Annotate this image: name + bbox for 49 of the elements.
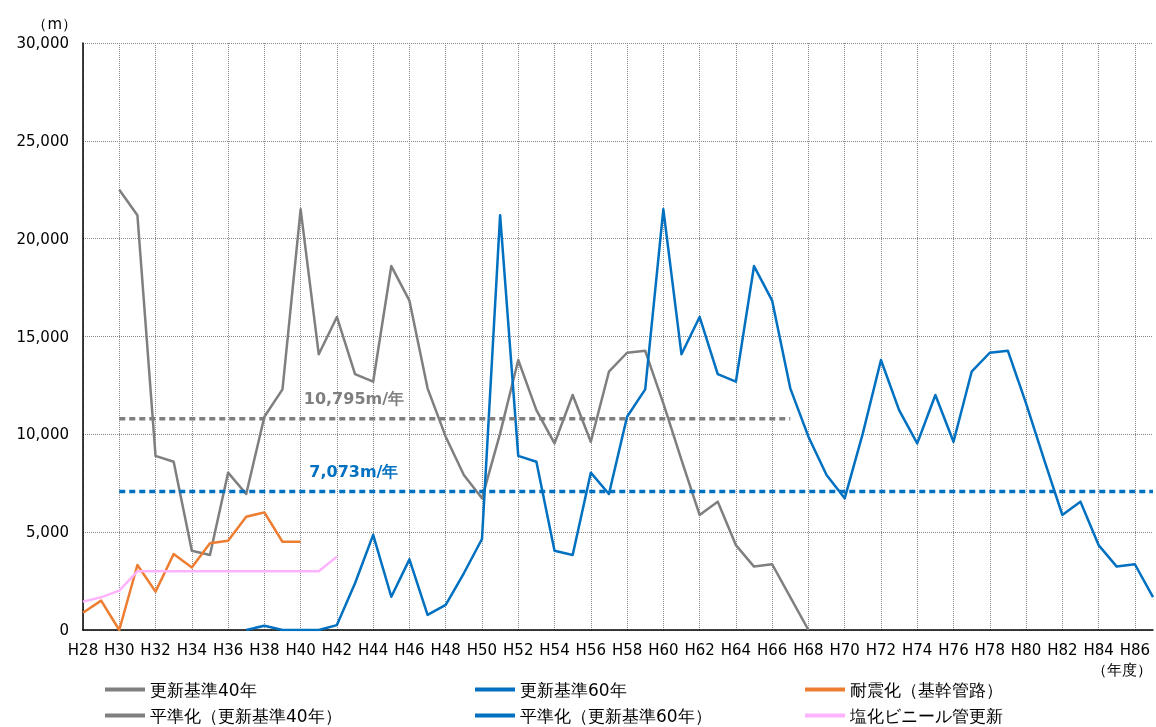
y-tick-label: 15,000 xyxy=(16,327,69,346)
x-tick-label: H44 xyxy=(357,640,389,659)
x-tick-label: H30 xyxy=(104,640,135,659)
x-tick-label: H72 xyxy=(865,640,897,659)
legend-label: 平準化（更新基準60年） xyxy=(520,705,712,726)
annotation: 7,073m/年 xyxy=(309,462,399,482)
line-series xyxy=(81,555,339,603)
x-axis-title: （年度） xyxy=(1092,660,1152,679)
legend-label: 更新基準40年 xyxy=(150,679,257,700)
legend-label: 平準化（更新基準40年） xyxy=(150,705,342,726)
x-tick-label: H86 xyxy=(1119,640,1151,659)
line-series xyxy=(81,511,302,632)
y-tick-label: 30,000 xyxy=(16,34,69,52)
x-tick-label: H76 xyxy=(938,640,969,659)
x-tick-label: H50 xyxy=(466,640,498,659)
x-tick-label: H62 xyxy=(684,640,715,659)
x-tick-label: H48 xyxy=(430,640,461,659)
x-tick-label: H56 xyxy=(575,640,606,659)
x-tick-label: H66 xyxy=(756,640,788,659)
x-tick-label: H70 xyxy=(829,640,860,659)
y-tick-label: 25,000 xyxy=(16,131,69,150)
legend-label: 塩化ビニール管更新 xyxy=(849,705,1003,726)
x-tick-label: H60 xyxy=(648,640,679,659)
x-tick-label: H42 xyxy=(321,640,353,659)
y-axis-title: （m） xyxy=(32,14,77,33)
legend-label: 耐震化（基幹管路） xyxy=(850,679,1003,700)
y-tick-label: 20,000 xyxy=(16,229,69,248)
x-tick-label: H28 xyxy=(67,640,99,659)
x-tick-label: H38 xyxy=(249,640,280,659)
x-tick-label: H54 xyxy=(539,640,570,659)
y-tick-label: 10,000 xyxy=(16,425,69,444)
x-tick-label: H46 xyxy=(394,640,425,659)
x-tick-label: H84 xyxy=(1083,640,1114,659)
x-tick-label: H36 xyxy=(212,640,244,659)
x-tick-label: H80 xyxy=(1010,640,1042,659)
x-tick-label: H78 xyxy=(974,640,1005,659)
x-tick-label: H52 xyxy=(503,640,534,659)
x-tick-label: H82 xyxy=(1047,640,1078,659)
x-tick-label: H32 xyxy=(140,640,171,659)
x-tick-label: H74 xyxy=(902,640,933,659)
x-tick-label: H40 xyxy=(285,640,316,659)
x-tick-label: H64 xyxy=(720,640,752,659)
x-tick-label: H68 xyxy=(793,640,824,659)
y-tick-label: 5,000 xyxy=(26,523,69,542)
legend-label: 更新基準60年 xyxy=(520,679,627,700)
y-tick-label: 0 xyxy=(59,621,69,639)
x-tick-label: H58 xyxy=(611,640,643,659)
x-tick-label: H34 xyxy=(176,640,207,659)
annotation: 10,795m/年 xyxy=(303,389,405,409)
